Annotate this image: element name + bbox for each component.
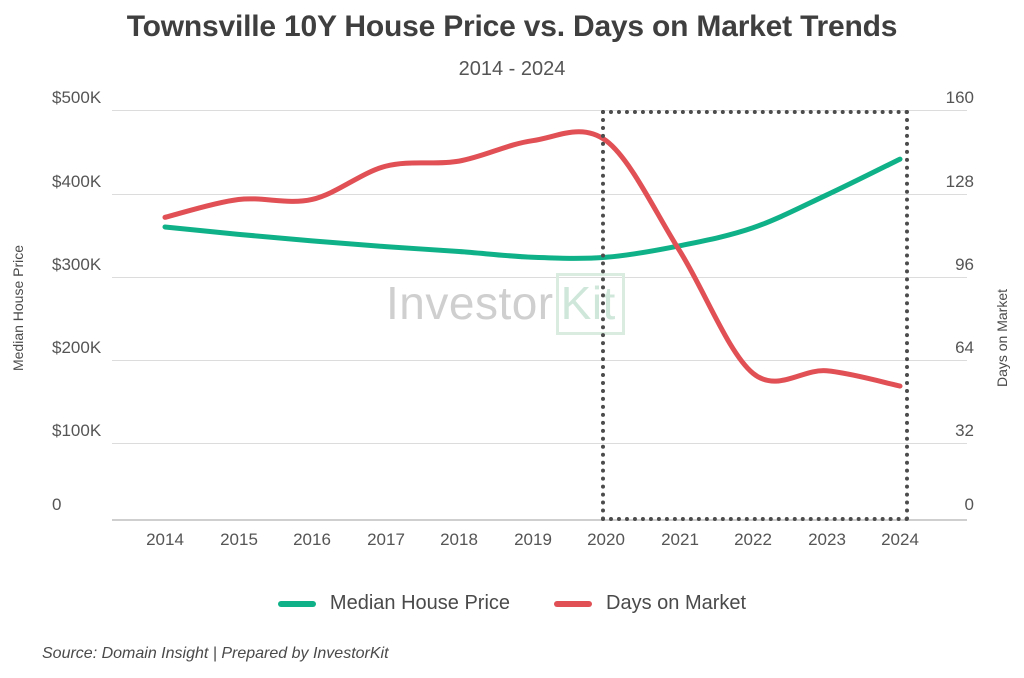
gridline-400k [112,194,967,195]
x-tick-2018: 2018 [440,530,478,549]
series-line-days-on-market [162,129,903,389]
y-left-tick-1: $400K [52,172,102,191]
x-tick-2019: 2019 [514,530,552,549]
y-right-tick-0: 160 [945,88,974,107]
y-right-tick-5: 0 [964,495,974,514]
chart-subtitle: 2014 - 2024 [458,58,566,80]
legend-label-days-on-market: Days on Market [606,592,747,614]
x-tick-2017: 2017 [367,530,405,549]
y-left-tick-3: $200K [52,338,102,357]
y-right-tick-3: 64 [955,338,974,357]
watermark: Investor Kit [386,273,625,335]
x-tick-2016: 2016 [293,530,331,549]
source-note: Source: Domain Insight | Prepared by Inv… [42,645,389,662]
x-tick-2024: 2024 [881,530,919,549]
legend-swatch-icon-dom [554,600,593,607]
x-tick-2021: 2021 [661,530,699,549]
y-right-tick-4: 32 [955,421,974,440]
gridline-300k [112,277,967,278]
x-tick-2020: 2020 [587,530,625,549]
x-tick-2015: 2015 [220,530,258,549]
legend-swatch-icon-price [277,600,316,607]
y-right-tick-2: 96 [955,255,974,274]
legend-item-days-on-market[interactable]: Days on Market [554,592,746,615]
x-tick-2023: 2023 [808,530,846,549]
y-right-tick-1: 128 [945,172,974,191]
legend-item-median-house-price[interactable]: Median House Price [277,592,511,615]
y-left-tick-0: $500K [52,88,102,107]
gridline-100k [112,443,967,444]
watermark-primary-text: Investor [386,277,554,329]
chart-title: Townsville 10Y House Price vs. Days on M… [126,10,898,43]
x-axis-line [112,519,967,521]
y-left-tick-4: $100K [52,421,102,440]
highlight-region-2020-2024 [601,110,909,521]
y-left-tick-5: 0 [52,495,62,514]
watermark-accent-text: Kit [555,273,625,335]
series-line-median-house-price [162,156,903,261]
x-tick-2014: 2014 [146,530,184,549]
y-left-tick-2: $300K [52,255,102,274]
gridline-200k [112,360,967,361]
legend-label-median-house-price: Median House Price [329,592,511,614]
chart-legend: Median House Price Days on Market [0,592,1024,615]
x-tick-2022: 2022 [734,530,772,549]
gridline-500k [112,110,967,111]
